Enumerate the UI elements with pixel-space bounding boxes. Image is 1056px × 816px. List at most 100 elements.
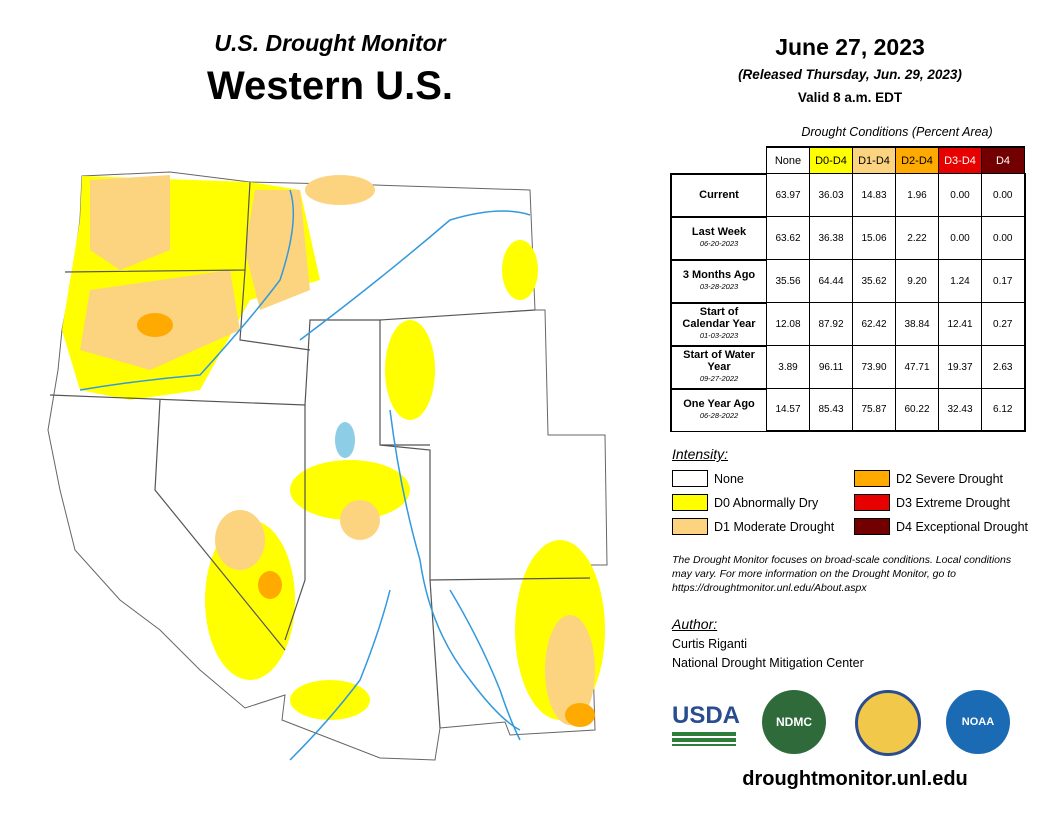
cell: 1.24 <box>938 259 982 303</box>
column-header: D2-D4 <box>895 146 939 174</box>
legend-item: None <box>672 470 744 487</box>
column-header: D0-D4 <box>809 146 853 174</box>
legend-label: D0 Abnormally Dry <box>714 495 819 510</box>
row-label: Start of Water Year <box>683 349 755 373</box>
legend-swatch <box>672 518 708 535</box>
doc-seal <box>855 690 921 756</box>
cell: 0.00 <box>938 173 982 217</box>
cell: 19.37 <box>938 345 982 389</box>
cell: 64.44 <box>809 259 853 303</box>
legend-swatch <box>854 518 890 535</box>
note: The Drought Monitor focuses on broad-sca… <box>672 554 1012 594</box>
d2-areas <box>137 313 595 727</box>
legend-item: D1 Moderate Drought <box>672 518 834 535</box>
column-header: D4 <box>981 146 1025 174</box>
corner <box>671 147 767 174</box>
cell: 63.62 <box>766 216 810 260</box>
column-header: D3-D4 <box>938 146 982 174</box>
legend-swatch <box>672 494 708 511</box>
legend-swatch <box>854 470 890 487</box>
usda-logo: USDA <box>672 702 741 729</box>
legend-label: D2 Severe Drought <box>896 471 1004 486</box>
table-row: Current 63.97 36.03 14.83 1.96 0.00 0.00 <box>670 172 1026 217</box>
column-header: D1-D4 <box>852 146 896 174</box>
row-date: 09-27-2022 <box>699 374 739 383</box>
noaa-logo: NOAA <box>946 690 1010 754</box>
cell: 14.57 <box>766 388 810 432</box>
row-header: Last Week 06-20-2023 <box>670 215 767 260</box>
cell: 85.43 <box>809 388 853 432</box>
cell: 6.12 <box>981 388 1026 432</box>
cell: 3.89 <box>766 345 810 389</box>
cell: 15.06 <box>852 216 896 260</box>
legend-swatch <box>672 470 708 487</box>
ndmc-logo: NDMC <box>762 690 826 754</box>
row-header: Start of Calendar Year 01-03-2023 <box>670 301 767 346</box>
row-date: 01-03-2023 <box>699 331 739 340</box>
cell: 36.03 <box>809 173 853 217</box>
legend-item: D0 Abnormally Dry <box>672 494 818 511</box>
table-row: Start of Water Year 09-27-2022 3.89 96.11 73… <box>670 344 1026 389</box>
legend-label: D4 Exceptional Drought <box>896 519 1029 534</box>
legend-swatch <box>854 494 890 511</box>
legend-label: None <box>714 471 744 486</box>
map <box>47 171 608 761</box>
cell: 73.90 <box>852 345 896 389</box>
author-heading: Author: <box>672 616 718 632</box>
legend-title: Intensity: <box>672 446 729 462</box>
row-label: Last Week <box>691 226 747 238</box>
table-row: Start of Calendar Year 01-03-2023 12.08 87.… <box>670 301 1026 346</box>
cell: 63.97 <box>766 173 810 217</box>
legend-item: D3 Extreme Drought <box>854 494 1010 511</box>
table-row: Last Week 06-20-2023 63.62 36.38 15.06 2.22 0.… <box>670 215 1026 260</box>
cell: 38.84 <box>895 302 939 346</box>
cell: 60.22 <box>895 388 939 432</box>
row-header: Start of Water Year 09-27-2022 <box>670 344 767 389</box>
cell: 87.92 <box>809 302 853 346</box>
cell: 0.17 <box>981 259 1026 303</box>
cell: 75.87 <box>852 388 896 432</box>
table-caption: Drought Conditions (Percent Area) <box>801 125 993 139</box>
legend-item: D2 Severe Drought <box>854 470 1003 487</box>
cell: 2.22 <box>895 216 939 260</box>
cell: 14.83 <box>852 173 896 217</box>
cell: 2.63 <box>981 345 1026 389</box>
author-name: Curtis Riganti <box>672 637 748 651</box>
legend-item: D4 Exceptional Drought <box>854 518 1028 535</box>
legend-label: D1 Moderate Drought <box>714 519 835 534</box>
cell: 96.11 <box>809 345 853 389</box>
stats-table: None D0-D4 D1-D4 D2-D4 D3-D4 D4 Current 63.97 36… <box>670 146 1026 432</box>
usda-stripes <box>672 732 736 746</box>
author-org: National Drought Mitigation Center <box>672 656 864 670</box>
row-label: Current <box>699 189 739 201</box>
cell: 35.62 <box>852 259 896 303</box>
cell: 12.08 <box>766 302 810 346</box>
row-header: 3 Months Ago 03-28-2023 <box>670 258 767 303</box>
cell: 0.00 <box>938 216 982 260</box>
row-label: One Year Ago <box>683 398 755 410</box>
table-row: One Year Ago 06-28-2022 14.57 85.43 75.87 60.… <box>670 387 1026 432</box>
valid: Valid 8 a.m. EDT <box>797 90 903 105</box>
cell: 47.71 <box>895 345 939 389</box>
cell: 1.96 <box>895 173 939 217</box>
row-header: One Year Ago 06-28-2022 <box>670 387 767 432</box>
cell: 36.38 <box>809 216 853 260</box>
lake <box>335 422 355 458</box>
cell: 0.00 <box>981 173 1026 217</box>
cell: 32.43 <box>938 388 982 432</box>
table-row: 3 Months Ago 03-28-2023 35.56 64.44 35.62 9.2… <box>670 258 1026 303</box>
cell: 35.56 <box>766 259 810 303</box>
row-label: Start of Calendar Year <box>682 306 756 330</box>
cell: 62.42 <box>852 302 896 346</box>
region-title: Western U.S. <box>207 64 453 108</box>
row-date: 06-20-2023 <box>699 239 739 248</box>
row-header: Current <box>670 172 767 217</box>
header-row: None D0-D4 D1-D4 D2-D4 D3-D4 D4 <box>671 146 1025 174</box>
date-title: June 27, 2023 <box>775 34 925 60</box>
url: droughtmonitor.unl.edu <box>742 768 968 790</box>
cell: 0.27 <box>981 302 1026 346</box>
cell: 9.20 <box>895 259 939 303</box>
released: (Released Thursday, Jun. 29, 2023) <box>738 67 962 82</box>
program-title: U.S. Drought Monitor <box>214 30 446 56</box>
